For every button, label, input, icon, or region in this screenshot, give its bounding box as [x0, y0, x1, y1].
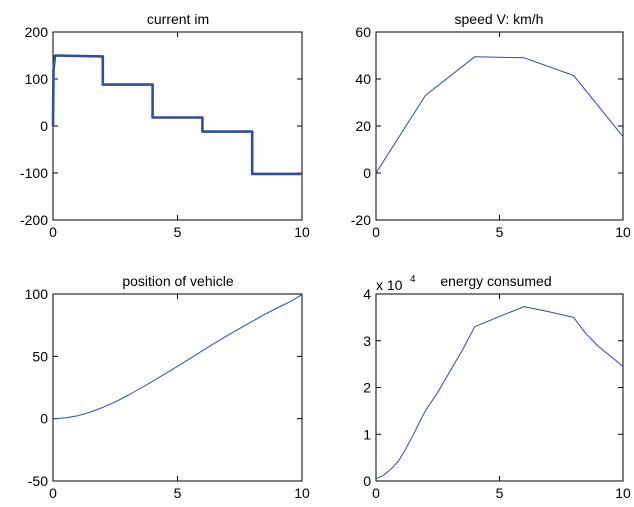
- y-tick-label: 200: [25, 24, 49, 40]
- plot-frame: [375, 293, 624, 482]
- y-tick-label: 60: [355, 24, 371, 40]
- series-layer: [51, 54, 302, 176]
- y-tick-label: 3: [363, 333, 371, 349]
- panel-energy: x 10 4 energy consumed 0 5 10 0 1 2 3 4: [363, 273, 631, 501]
- x-tick-label: 10: [615, 224, 631, 240]
- panel-title: speed V: km/h: [455, 11, 544, 27]
- plot-frame: [52, 31, 303, 221]
- series-line: [51, 54, 302, 176]
- x-tick-label: 10: [294, 224, 310, 240]
- y-tick-label: 4: [363, 286, 371, 302]
- series-layer: [375, 306, 624, 480]
- panel-title: energy consumed: [440, 273, 551, 289]
- y-tick-label: 0: [363, 473, 371, 489]
- y-tick-label: 2: [363, 380, 371, 396]
- series-layer: [52, 294, 303, 420]
- series-layer: [375, 56, 624, 174]
- y-tick-label: -200: [20, 212, 48, 228]
- x-tick-label: 10: [615, 485, 631, 501]
- x-tick-label: 0: [372, 485, 380, 501]
- y-tick-label: -100: [20, 165, 48, 181]
- exponent-label: x 10: [376, 277, 403, 293]
- x-tick-label: 0: [49, 224, 57, 240]
- y-tick-label: -20: [351, 212, 371, 228]
- series-line: [375, 56, 624, 174]
- series-line: [375, 306, 624, 480]
- panel-title: position of vehicle: [122, 273, 234, 289]
- x-tick-label: 5: [496, 224, 504, 240]
- plot-frame: [52, 293, 303, 482]
- x-tick-label: 5: [174, 485, 182, 501]
- panel-title: current im: [147, 11, 209, 27]
- x-tick-label: 5: [496, 485, 504, 501]
- panel-current: current im 0 5 10 -200 -100 0 100 200: [20, 11, 310, 240]
- y-tick-label: 50: [32, 348, 48, 364]
- y-tick-label: 40: [355, 71, 371, 87]
- x-tick-label: 5: [174, 224, 182, 240]
- plot-frame: [375, 31, 624, 221]
- series-line: [52, 294, 303, 420]
- y-tick-label: 20: [355, 118, 371, 134]
- x-tick-label: 10: [294, 485, 310, 501]
- x-tick-label: 0: [49, 485, 57, 501]
- x-tick-label: 0: [372, 224, 380, 240]
- y-tick-label: 1: [363, 426, 371, 442]
- y-tick-label: 0: [40, 411, 48, 427]
- y-tick-label: -50: [28, 473, 48, 489]
- y-tick-label: 100: [25, 71, 49, 87]
- axis-ticks: 0 5 10 0 1 2 3 4: [363, 286, 631, 501]
- y-tick-label: 0: [363, 165, 371, 181]
- exponent-power: 4: [410, 274, 416, 285]
- y-tick-label: 0: [40, 118, 48, 134]
- y-tick-label: 100: [25, 286, 49, 302]
- axis-ticks: 0 5 10 -200 -100 0 100 200: [20, 24, 310, 240]
